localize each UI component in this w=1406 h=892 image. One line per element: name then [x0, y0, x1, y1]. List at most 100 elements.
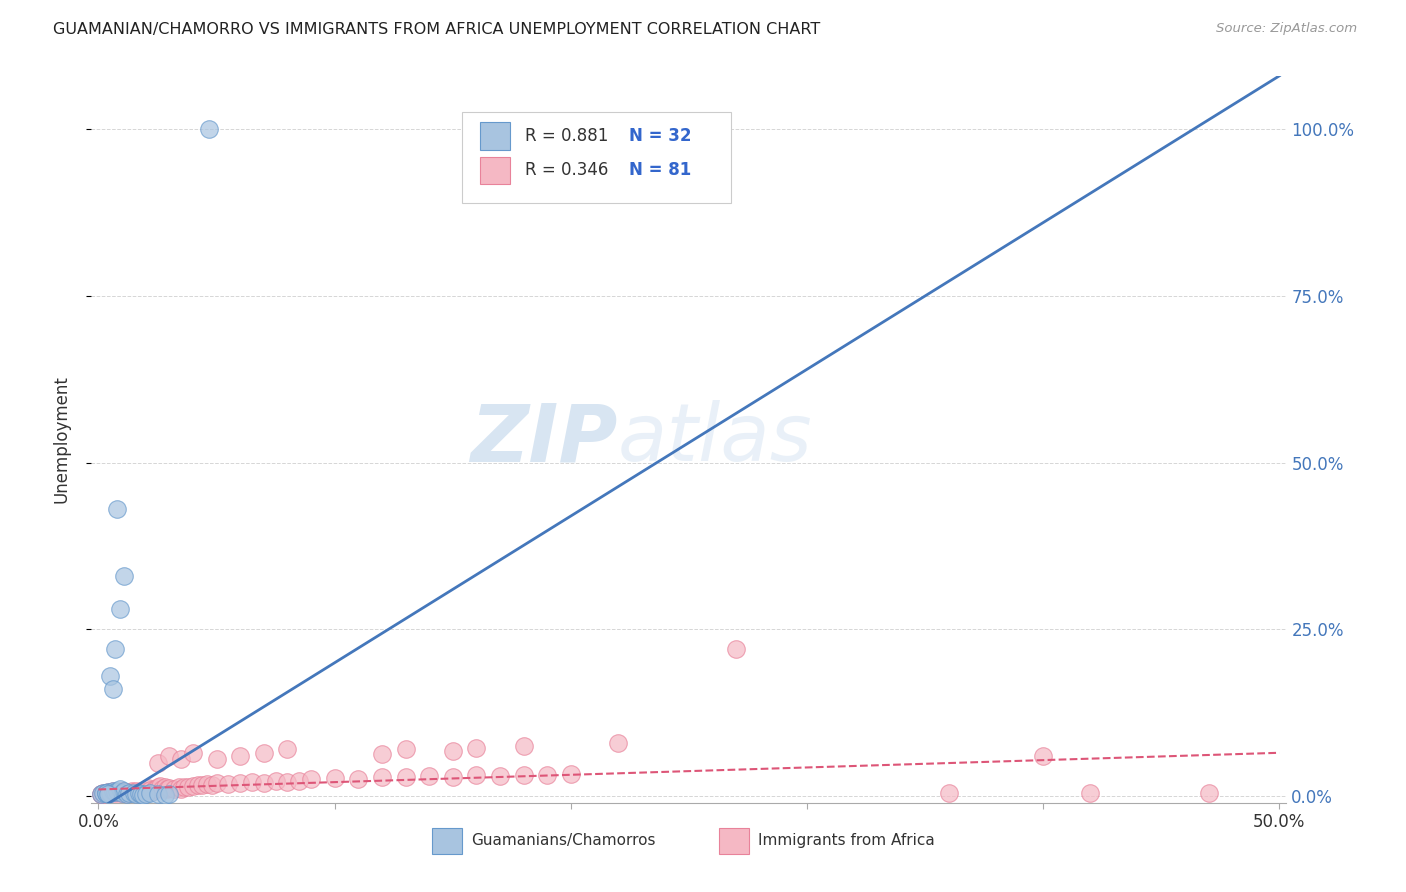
Point [98, 786, 121, 800]
Point [108, 602, 131, 616]
FancyBboxPatch shape [718, 829, 748, 854]
Point [153, 780, 176, 795]
Point [288, 773, 311, 788]
Text: R = 0.881: R = 0.881 [526, 128, 609, 145]
Point [129, 784, 152, 798]
Point [105, 784, 128, 798]
Point [276, 742, 298, 756]
Point [217, 777, 239, 791]
Point [536, 768, 558, 782]
Point [157, 781, 180, 796]
Text: N = 32: N = 32 [630, 128, 692, 145]
Point [128, 786, 150, 800]
Point [240, 775, 263, 789]
Point [153, 788, 176, 802]
FancyBboxPatch shape [479, 122, 510, 150]
Point [195, 777, 218, 791]
Point [181, 779, 204, 793]
Text: Source: ZipAtlas.com: Source: ZipAtlas.com [1216, 22, 1357, 36]
Point [163, 782, 186, 797]
FancyBboxPatch shape [479, 156, 510, 184]
Point [101, 784, 124, 798]
Point [114, 569, 136, 583]
Point [142, 784, 165, 798]
Point [418, 769, 440, 783]
Point [938, 786, 960, 800]
Point [394, 771, 416, 785]
Point [111, 786, 134, 800]
Point [1032, 749, 1054, 764]
Point [122, 785, 145, 799]
Point [253, 776, 276, 790]
Point [181, 746, 204, 760]
Point [91, 786, 114, 800]
Point [136, 781, 159, 796]
Point [105, 785, 128, 799]
Point [125, 784, 148, 798]
Text: N = 81: N = 81 [630, 161, 692, 179]
Point [187, 778, 209, 792]
Y-axis label: Unemployment: Unemployment [52, 376, 70, 503]
Point [118, 786, 141, 800]
Text: atlas: atlas [617, 401, 813, 478]
Point [114, 786, 136, 800]
Point [115, 785, 138, 799]
Point [371, 771, 394, 785]
Point [101, 682, 124, 697]
Point [129, 787, 152, 801]
Point [323, 771, 346, 785]
FancyBboxPatch shape [461, 112, 731, 203]
Text: ZIP: ZIP [470, 401, 617, 478]
Point [135, 787, 157, 801]
Point [91, 786, 114, 800]
Point [489, 769, 512, 783]
Point [146, 756, 169, 770]
Point [177, 780, 200, 795]
Text: Immigrants from Africa: Immigrants from Africa [758, 833, 935, 848]
Point [97, 787, 120, 801]
Point [465, 768, 488, 782]
Point [512, 768, 534, 782]
Point [121, 784, 143, 798]
Point [122, 787, 145, 801]
Point [725, 642, 748, 657]
Point [146, 780, 169, 795]
Point [560, 767, 582, 781]
Point [1198, 786, 1220, 800]
Point [264, 774, 287, 789]
Point [90, 787, 112, 801]
Point [139, 786, 162, 800]
Point [205, 776, 228, 790]
Point [108, 782, 131, 797]
Point [441, 770, 464, 784]
Point [157, 787, 180, 801]
Point [94, 787, 117, 801]
Point [201, 778, 224, 792]
Point [114, 784, 136, 798]
Point [607, 736, 630, 750]
Point [512, 739, 534, 753]
Point [167, 780, 190, 795]
Point [115, 787, 138, 801]
Point [90, 787, 112, 801]
Point [149, 779, 172, 793]
Point [276, 775, 298, 789]
Point [146, 787, 169, 801]
Point [441, 744, 464, 758]
Point [108, 786, 131, 800]
Point [111, 784, 134, 798]
Point [98, 669, 121, 683]
Point [132, 785, 155, 799]
Point [143, 782, 166, 797]
Point [229, 749, 252, 764]
Point [139, 783, 162, 797]
Point [104, 786, 127, 800]
Point [91, 787, 114, 801]
Point [128, 786, 150, 800]
Point [173, 780, 195, 794]
Point [98, 786, 121, 800]
Point [97, 785, 120, 799]
Point [135, 784, 157, 798]
Point [104, 785, 127, 799]
Point [371, 747, 394, 761]
